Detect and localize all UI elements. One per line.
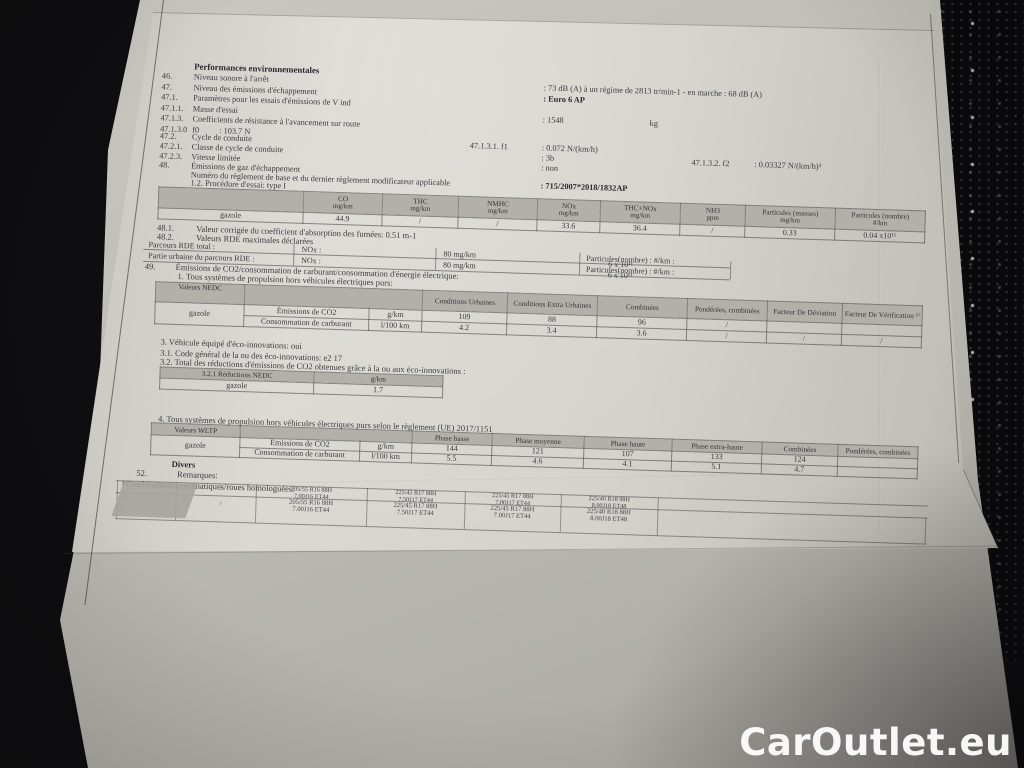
header-cell: THC+NOx mg/km (600, 200, 681, 225)
cell: 4.6 (491, 455, 584, 469)
header-cell: Facteur De Déviation (766, 301, 843, 324)
tire-spec: 205/55 R16 88H 7.00J16 ET44 (288, 498, 334, 514)
header-cell: Facteur De Vérification ¹⁾ (841, 303, 923, 326)
cell: 0.04 x10¹¹ (834, 229, 925, 243)
header-cell: Particules (nombre) #/km (834, 208, 926, 232)
cell: 5.5 (411, 452, 492, 466)
tire-spec: 225/45 R17 88H 7.00J17 ET44 (490, 504, 535, 521)
wltp-table: Valeurs WLTP Phase basse Phase moyenne P… (150, 422, 919, 479)
header-cell: THC mg/km (382, 193, 459, 218)
cell: 4.7 (761, 463, 838, 477)
header-cell: Particules (masses) mg/km (744, 205, 836, 230)
header-cell: CO mg/km (303, 191, 383, 215)
cell: 4.2 (421, 321, 507, 335)
header-cell: Pondérées, combinées (687, 298, 768, 322)
cell: l/100 km (368, 319, 422, 333)
cell: / (381, 214, 459, 229)
cell: 44.9 (302, 212, 383, 226)
header-cell: Valeurs NEDC (155, 281, 245, 305)
header-cell: Conditions Urbaines (422, 290, 508, 313)
redaction-box (111, 481, 198, 519)
cell: 0.33 (744, 226, 835, 241)
header-cell: NOx mg/km (537, 198, 601, 222)
cell: gazole (150, 434, 241, 458)
cell: / (679, 224, 745, 238)
cell: / (457, 217, 538, 231)
cell: gazole (154, 301, 245, 327)
header-cell: NH3 ppm (679, 203, 746, 227)
cell (837, 466, 918, 479)
tire-spec: 225/45 R17 88H 7.50J17 ET44 (393, 501, 438, 518)
header-cell: NMHC mg/km (458, 196, 538, 220)
document-content: Performances environnementales 46. Nivea… (111, 40, 959, 565)
caroutlet-watermark: CarOutlet.eu (739, 721, 1012, 764)
cell: 3.6 (596, 326, 687, 341)
rde-limit: 80 mg/km (442, 260, 476, 271)
header-cell: Combinées (597, 295, 688, 319)
nedc-table: Valeurs NEDC Conditions Urbaines Conditi… (154, 281, 923, 348)
cell: l/100 km (359, 451, 412, 463)
tire-spec: 225/40 R18 88H 8.00J18 ET48 (586, 507, 631, 524)
cell: 36.4 (599, 221, 680, 236)
tire-slash: / (219, 484, 222, 492)
cell: 33.6 (536, 219, 601, 233)
cell: 4.1 (583, 458, 672, 472)
rde-pollutant: NOx : (301, 255, 322, 266)
cell: / (766, 332, 842, 346)
cell: 5.1 (671, 461, 762, 474)
header-cell: Conditions Extra Urbaines (507, 292, 598, 316)
cell: 3.4 (506, 323, 597, 338)
cell: / (686, 329, 767, 344)
tire-slash: / (219, 500, 222, 508)
cell: / (841, 334, 922, 348)
